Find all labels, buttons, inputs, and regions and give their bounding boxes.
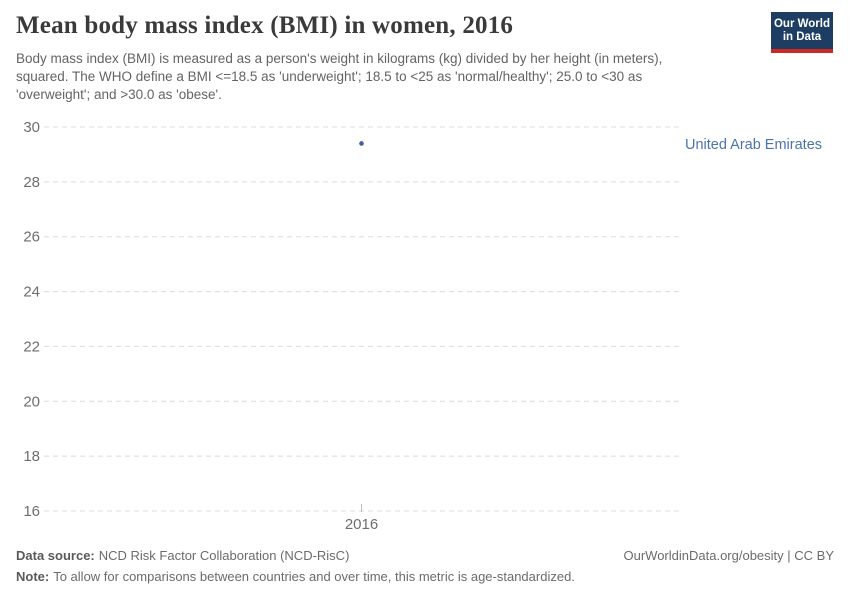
data-point-united-arab-emirates[interactable] (359, 141, 364, 146)
y-axis-tick-label-26: 26 (23, 229, 40, 246)
footer-license-link[interactable]: OurWorldinData.org/obesity | CC BY (623, 548, 835, 563)
owid-logo-box: Our World in Data (771, 12, 833, 49)
y-axis-tick-label-22: 22 (23, 338, 40, 355)
owid-logo[interactable]: Our World in Data (771, 12, 833, 53)
y-axis-tick-label-30: 30 (23, 119, 40, 136)
note-label: Note: (16, 569, 50, 584)
owid-logo-line2: in Data (782, 31, 822, 43)
chart-subtitle: Body mass index (BMI) is measured as a p… (16, 51, 663, 102)
y-axis-tick-label-18: 18 (23, 448, 40, 465)
y-axis-tick-label-16: 16 (23, 503, 40, 520)
series-label-united-arab-emirates[interactable]: United Arab Emirates (685, 137, 822, 153)
note-text: To allow for comparisons between countri… (53, 569, 575, 584)
footer-data-source: Data source: NCD Risk Factor Collaboratio… (16, 548, 349, 563)
footer-note: Note: To allow for comparisons between co… (16, 569, 575, 584)
y-axis-tick-label-20: 20 (23, 393, 40, 410)
data-source-text: NCD Risk Factor Collaboration (NCD-RisC) (98, 548, 350, 563)
x-axis-tick-label: 2016 (345, 516, 378, 533)
owid-logo-line1: Our World (773, 18, 830, 30)
page-title: Mean body mass index (BMI) in women, 201… (16, 12, 514, 39)
chart-plot-area: 16 18 20 22 24 26 28 30 2016 United Arab Emirates (23, 119, 822, 533)
owid-logo-red-stripe (771, 49, 833, 53)
y-axis-tick-label-28: 28 (23, 174, 40, 191)
y-axis-tick-label-24: 24 (23, 284, 40, 301)
data-source-label: Data source: (16, 548, 95, 563)
